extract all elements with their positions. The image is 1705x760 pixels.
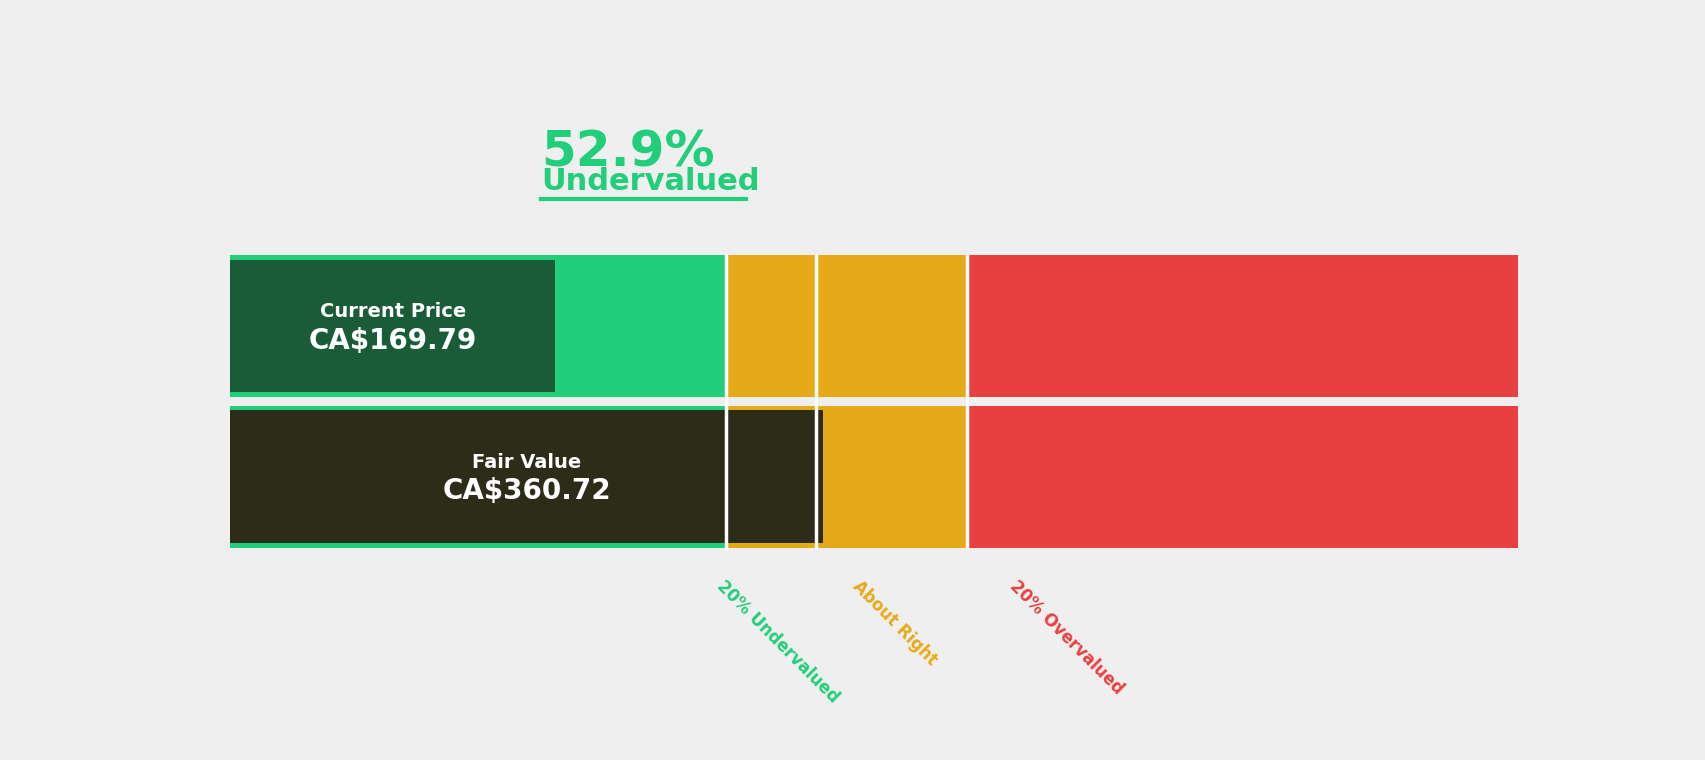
- Text: 20% Undervalued: 20% Undervalued: [713, 577, 842, 706]
- Bar: [967, 255, 1517, 397]
- Bar: [230, 410, 822, 543]
- Bar: [817, 406, 967, 548]
- Text: Undervalued: Undervalued: [540, 167, 759, 196]
- Text: CA$360.72: CA$360.72: [442, 477, 610, 505]
- Bar: [967, 406, 1517, 548]
- Text: Fair Value: Fair Value: [472, 452, 581, 471]
- Bar: [230, 260, 554, 392]
- Text: CA$169.79: CA$169.79: [309, 327, 476, 355]
- Bar: [817, 255, 967, 397]
- Bar: [230, 255, 726, 397]
- Text: 52.9%: 52.9%: [540, 128, 714, 176]
- Text: 20% Overvalued: 20% Overvalued: [1006, 577, 1125, 698]
- Bar: [230, 406, 726, 548]
- Bar: [726, 406, 817, 548]
- Text: About Right: About Right: [847, 577, 939, 669]
- Text: Current Price: Current Price: [319, 302, 465, 321]
- Bar: [726, 255, 817, 397]
